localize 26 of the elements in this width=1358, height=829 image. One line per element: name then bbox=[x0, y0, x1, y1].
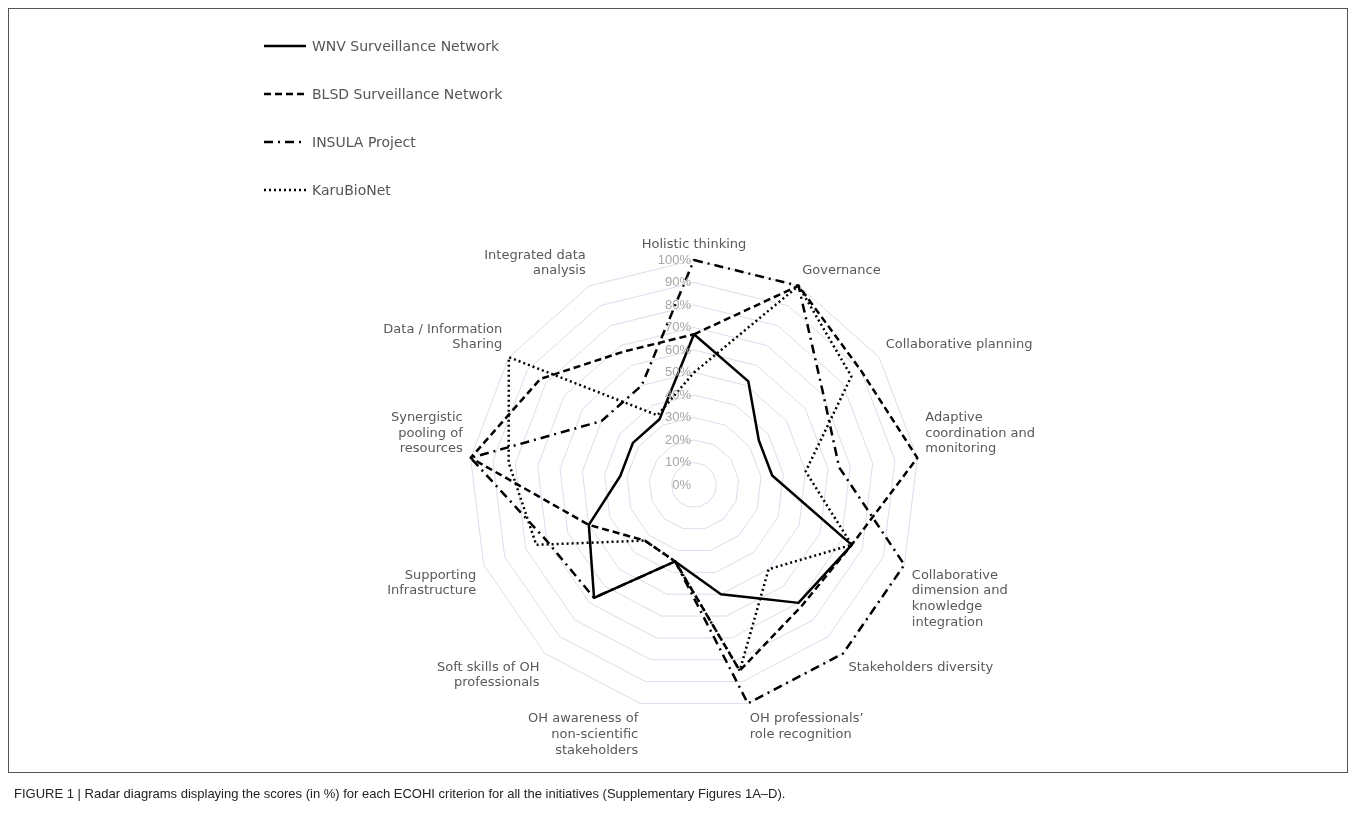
spoke-label: Integrated data analysis bbox=[484, 246, 586, 278]
y-tick-label: 30% bbox=[664, 409, 692, 425]
spoke-label: Data / Information Sharing bbox=[383, 320, 503, 352]
legend-label: BLSD Surveillance Network bbox=[312, 86, 503, 102]
spoke-label: OH awareness of non-scientific stakeholders bbox=[528, 710, 639, 757]
legend-label: WNV Surveillance Network bbox=[312, 38, 500, 54]
legend-label: KaruBioNet bbox=[312, 182, 391, 198]
legend-label: INSULA Project bbox=[312, 134, 416, 150]
spoke-label: Supporting Infrastructure bbox=[387, 566, 477, 598]
spoke-label: Collaborative planning bbox=[885, 336, 1033, 352]
y-tick-label: 70% bbox=[664, 319, 692, 335]
caption: FIGURE 1 | Radar diagrams displaying the scores (in %) for each ECOHI criterion for all the initiatives (Supplementary Figures 1A–D). bbox=[14, 786, 786, 801]
y-tick-label: 80% bbox=[664, 296, 692, 312]
y-tick-label: 20% bbox=[664, 431, 692, 447]
y-tick-label: 10% bbox=[664, 454, 692, 470]
spoke-label: OH professionals’ role recognition bbox=[749, 710, 864, 741]
spoke-label: Holistic thinking bbox=[641, 235, 747, 251]
spoke-label: Adaptive coordination and monitoring bbox=[925, 409, 1036, 456]
spoke-label: Synergistic pooling of resources bbox=[390, 409, 464, 456]
spoke-label: Collaborative dimension and knowledge integration bbox=[911, 566, 1008, 629]
spoke-label: Soft skills of OH professionals bbox=[437, 658, 540, 690]
spoke-label: Stakeholders diversity bbox=[848, 658, 994, 674]
y-tick-label: 0% bbox=[672, 476, 692, 492]
spoke-label: Governance bbox=[802, 262, 881, 278]
y-tick-label: 100% bbox=[657, 251, 692, 267]
y-tick-label: 90% bbox=[664, 274, 692, 290]
